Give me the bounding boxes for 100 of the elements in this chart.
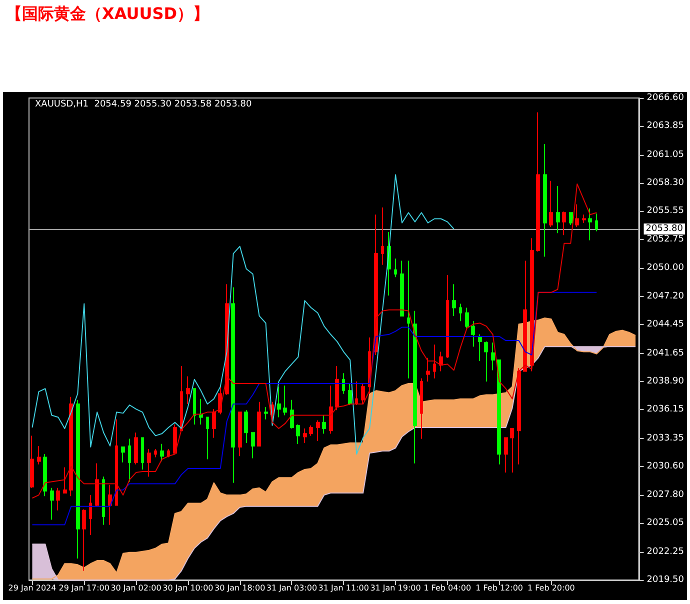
candlestick bbox=[238, 412, 242, 457]
candlestick bbox=[484, 341, 488, 382]
candlestick bbox=[303, 428, 307, 444]
candlestick bbox=[277, 386, 281, 418]
x-tick-label: 1 Feb 12:00 bbox=[476, 584, 524, 592]
y-tick-label: 2019.50 bbox=[646, 575, 684, 585]
candlestick bbox=[251, 432, 255, 459]
candlestick bbox=[56, 487, 60, 511]
candlestick bbox=[530, 238, 534, 372]
y-tick-label: 2036.15 bbox=[646, 404, 684, 415]
x-tick-label: 30 Jan 18:00 bbox=[214, 584, 266, 592]
candlestick bbox=[536, 112, 540, 252]
y-tick-label: 2050.00 bbox=[646, 262, 684, 273]
y-tick-label: 2030.60 bbox=[646, 461, 684, 472]
candlestick bbox=[160, 443, 164, 462]
y-tick-label: 2066.60 bbox=[646, 93, 684, 103]
candlestick bbox=[43, 454, 47, 497]
candlestick bbox=[446, 274, 449, 358]
x-tick-label: 1 Feb 04:00 bbox=[424, 584, 472, 592]
candlestick bbox=[504, 437, 508, 474]
candlestick bbox=[491, 342, 495, 371]
candlestick bbox=[322, 414, 326, 434]
candlestick bbox=[452, 284, 456, 316]
candlestick bbox=[244, 410, 248, 444]
candlestick bbox=[141, 437, 144, 470]
y-tick-label: 2033.35 bbox=[646, 433, 684, 444]
candlestick bbox=[342, 372, 345, 394]
candlestick bbox=[394, 258, 397, 278]
candlestick bbox=[121, 446, 125, 463]
candlestick bbox=[290, 399, 294, 430]
candlestick bbox=[433, 344, 436, 379]
candlestick bbox=[588, 208, 592, 241]
candlestick bbox=[82, 508, 86, 572]
x-tick-label: 31 Jan 11:00 bbox=[318, 584, 369, 592]
y-tick-label: 2044.45 bbox=[646, 320, 684, 330]
candlestick bbox=[283, 385, 287, 416]
candlestick bbox=[296, 424, 300, 444]
candlestick bbox=[426, 357, 430, 382]
candlestick bbox=[102, 476, 105, 526]
y-tick-label: 2055.55 bbox=[646, 206, 684, 216]
candlestick bbox=[264, 406, 268, 420]
candlestick bbox=[420, 378, 423, 440]
candlestick bbox=[471, 320, 475, 348]
chart-title: 【国际黄金（XAUUSD）】 bbox=[6, 4, 210, 25]
candlestick bbox=[147, 448, 151, 478]
candlestick bbox=[95, 462, 99, 507]
candlestick bbox=[374, 214, 378, 356]
candlestick bbox=[575, 204, 579, 228]
candlestick bbox=[556, 186, 560, 234]
candlestick bbox=[459, 303, 462, 322]
candlestick bbox=[510, 428, 514, 474]
candlestick bbox=[400, 260, 404, 316]
candlestick bbox=[413, 310, 417, 464]
annotation: XAUUSD,H1 2054.59 2055.30 2053.58 2053.80 bbox=[35, 100, 252, 110]
candlestick bbox=[89, 494, 92, 536]
candlestick bbox=[63, 466, 67, 494]
candlestick bbox=[465, 307, 469, 329]
candlestick bbox=[497, 359, 501, 465]
candlestick bbox=[439, 351, 443, 372]
candlestick bbox=[186, 376, 190, 404]
candlestick bbox=[154, 448, 157, 458]
candlestick bbox=[309, 424, 313, 436]
candlestick bbox=[108, 484, 112, 526]
candlestick bbox=[381, 207, 384, 266]
candlestick bbox=[180, 366, 183, 432]
candlestick bbox=[523, 260, 527, 372]
candlestick bbox=[517, 368, 521, 465]
candlestick bbox=[30, 435, 34, 488]
candlestick bbox=[76, 399, 80, 560]
candlestick bbox=[361, 383, 365, 404]
y-tick-label: 2027.80 bbox=[646, 490, 684, 500]
y-tick-label: 2041.65 bbox=[646, 348, 684, 358]
x-tick-label: 29 Jan 17:00 bbox=[58, 584, 110, 592]
candlestick bbox=[595, 213, 598, 232]
candlestick bbox=[329, 385, 333, 434]
candlestick bbox=[562, 211, 566, 236]
y-tick-label: 2061.05 bbox=[646, 150, 684, 160]
candlestick bbox=[115, 418, 118, 506]
ref-line-label: 2053.80 bbox=[646, 224, 684, 234]
candlestick bbox=[50, 487, 54, 520]
candlestick bbox=[173, 424, 177, 454]
y-tick-label: 2058.30 bbox=[646, 178, 684, 188]
candlestick bbox=[582, 214, 586, 224]
candlestick bbox=[407, 260, 410, 379]
candlestick bbox=[543, 144, 547, 258]
x-tick-label: 1 Feb 20:00 bbox=[528, 584, 575, 592]
candlestick bbox=[134, 432, 138, 465]
candlestick bbox=[478, 334, 482, 362]
x-tick-label: 30 Jan 02:00 bbox=[110, 584, 162, 592]
candlestick bbox=[37, 445, 41, 465]
candlestick bbox=[335, 366, 339, 411]
x-tick-label: 29 Jan 2024 bbox=[8, 584, 56, 592]
line-series bbox=[32, 174, 454, 455]
candlestick bbox=[549, 180, 553, 228]
y-tick-label: 2022.25 bbox=[646, 546, 684, 557]
y-tick-label: 2052.75 bbox=[646, 234, 684, 245]
candlestick bbox=[128, 438, 131, 482]
candlestick bbox=[257, 401, 261, 446]
line-series bbox=[32, 183, 598, 499]
x-tick-label: 31 Jan 19:00 bbox=[370, 584, 421, 592]
